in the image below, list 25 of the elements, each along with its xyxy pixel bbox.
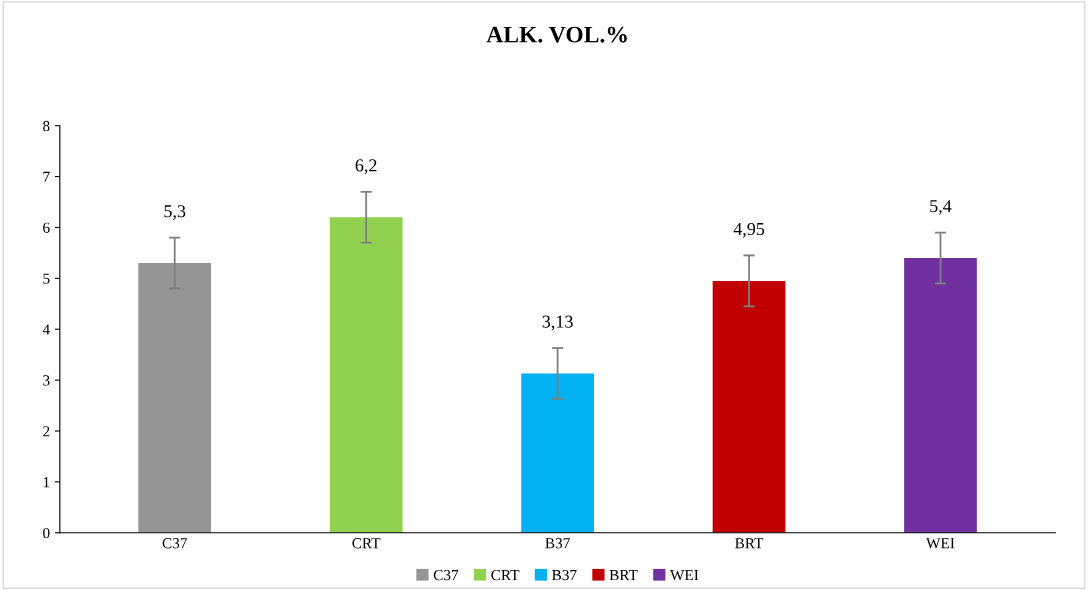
y-tick-label: 5 [43, 273, 50, 284]
x-tick-label: CRT [352, 538, 381, 549]
data-label: 5,3 [164, 205, 186, 220]
chart-title: ALK. VOL.% [486, 26, 627, 43]
y-tick-label: 2 [43, 426, 50, 437]
data-label: 3,13 [542, 315, 573, 331]
legend-label: BRT [609, 570, 638, 581]
x-tick-label: C37 [162, 538, 187, 549]
y-tick-label: 7 [43, 171, 50, 182]
data-label: 5,4 [930, 200, 952, 215]
x-tick-label: B37 [545, 538, 570, 549]
x-tick-label: WEI [926, 538, 955, 549]
legend-label: B37 [552, 569, 577, 581]
legend-label: WEI [670, 570, 699, 581]
y-tick-label: 8 [43, 120, 50, 132]
y-tick-label: 6 [43, 222, 50, 233]
legend-label: CRT [491, 569, 520, 581]
y-tick-label: 4 [42, 324, 50, 335]
data-label: 6,2 [355, 159, 377, 175]
y-tick-label: 1 [43, 477, 50, 488]
y-tick-label: 0 [43, 527, 50, 539]
x-tick-label: BRT [735, 538, 764, 549]
y-tick-label: 3 [43, 375, 50, 386]
legend-label: C37 [433, 569, 459, 581]
data-label: 4,95 [733, 222, 765, 238]
